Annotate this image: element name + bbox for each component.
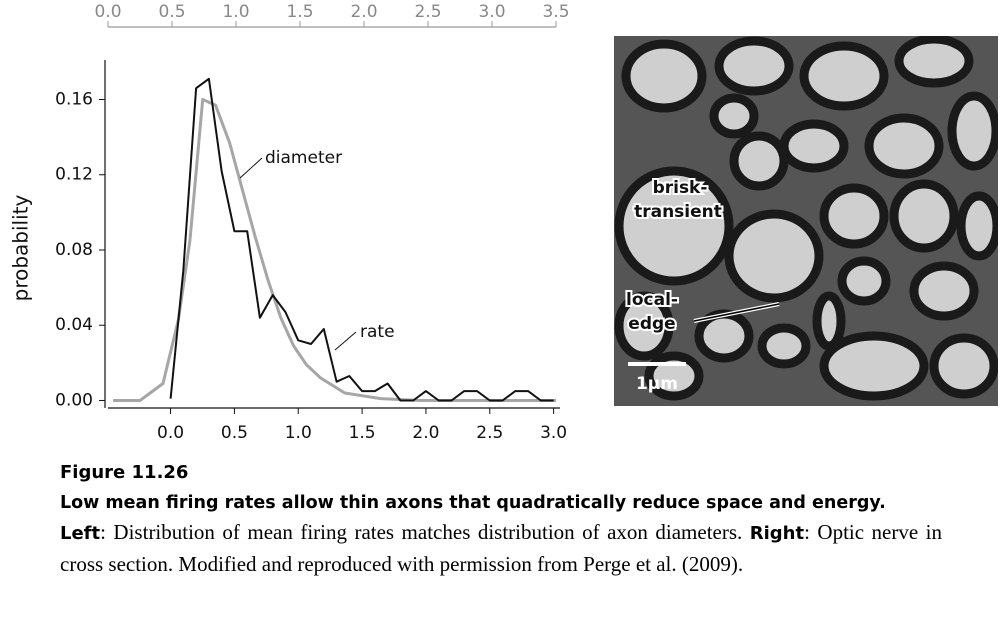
y-tick-label: 0.04	[55, 315, 93, 335]
y-tick-label: 0.08	[55, 240, 93, 260]
chart: probability 0.0 0.5 1.0 1.5 2.0 2.5 3.0 3.50.00…	[9, 2, 570, 443]
figure-number: Figure 11.26	[60, 462, 189, 483]
x2-tick-label: 1.5	[286, 2, 313, 22]
caption-label: Left	[60, 523, 101, 544]
x-tick-label: 1.0	[285, 423, 312, 443]
scale-bar-label: 1μm	[636, 374, 678, 394]
caption-title: Low mean firing rates allow thin axons t…	[60, 493, 886, 513]
y-tick-label: 0.16	[55, 90, 93, 110]
x-tick-label: 3.0	[540, 423, 567, 443]
x2-tick-label: 0.0	[94, 2, 121, 22]
x-tick-label: 0.5	[221, 423, 248, 443]
x-tick-label: 0.0	[157, 423, 184, 443]
x-tick-label: 2.5	[476, 423, 503, 443]
x2-tick-label: 2.0	[350, 2, 377, 22]
y-tick-label: 0.00	[55, 390, 93, 410]
caption-body: Left: Distribution of mean firing rates …	[60, 517, 942, 580]
series-label: diameter	[265, 148, 342, 168]
series-label: rate	[360, 322, 395, 342]
x2-tick-label: 2.5	[414, 2, 441, 22]
series-line	[169, 77, 554, 402]
micrograph-label: local-	[626, 290, 678, 310]
caption-label: Right	[749, 523, 805, 544]
micrograph-label: brisk-	[653, 178, 708, 198]
y-tick-label: 0.12	[55, 165, 93, 185]
x-tick-label: 1.5	[349, 423, 376, 443]
series-line	[113, 98, 556, 402]
x2-tick-label: 1.0	[222, 2, 249, 22]
x2-tick-label: 0.5	[158, 2, 185, 22]
x2-tick-label: 3.0	[478, 2, 505, 22]
caption: Figure 11.26 Low mean firing rates allow…	[60, 462, 942, 580]
caption-text: : Distribution of mean firing rates matc…	[100, 520, 750, 544]
caption-text: : Optic nerve in cross section. Modified…	[60, 520, 942, 576]
pointer	[693, 303, 780, 322]
y-axis-label: probability	[9, 194, 33, 301]
top-axis: 0.0 0.5 1.0 1.5 2.0 2.5 3.0 3.5	[94, 2, 570, 28]
micrograph-label: edge	[628, 314, 675, 334]
label-leader	[239, 157, 263, 179]
micrograph-label: transient	[634, 202, 722, 222]
x-tick-label: 2.0	[412, 423, 439, 443]
label-leader	[334, 331, 357, 351]
x2-tick-label: 3.5	[542, 2, 569, 22]
micrograph: brisk- transient local- edge 1μm	[614, 36, 998, 406]
axon-profiles	[614, 36, 998, 401]
